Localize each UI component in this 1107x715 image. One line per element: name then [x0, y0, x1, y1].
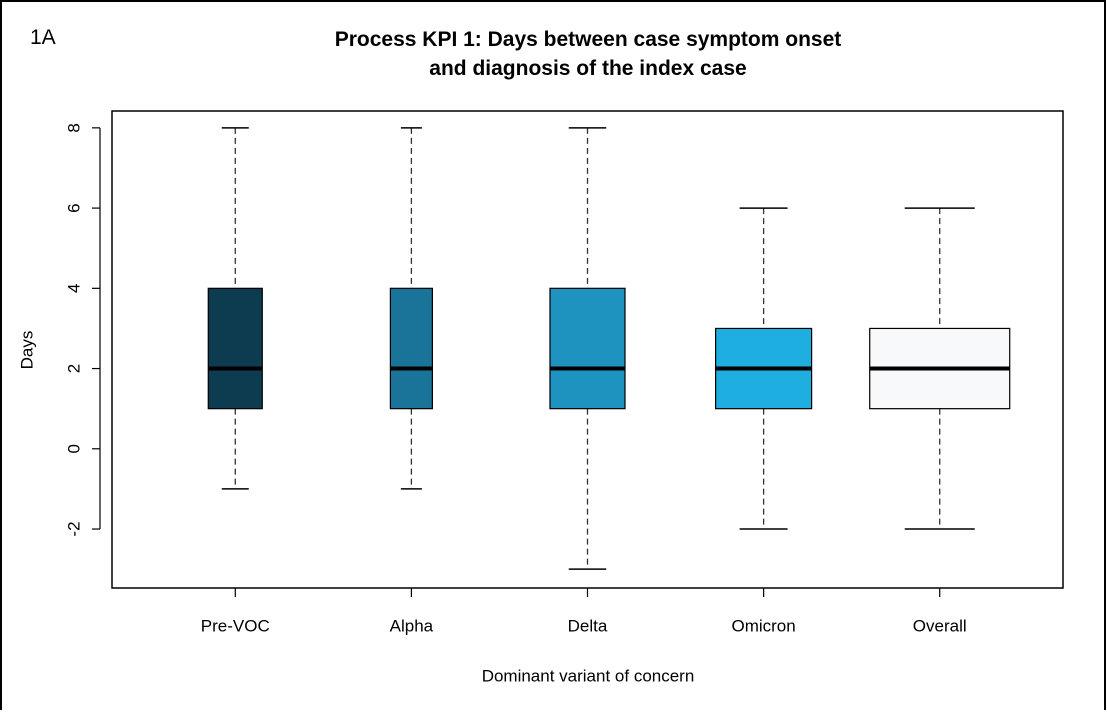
y-tick-label: 4	[64, 284, 83, 293]
box	[207, 287, 263, 410]
box	[389, 287, 433, 410]
y-tick-label: 6	[64, 203, 83, 212]
panel-label: 1A	[30, 26, 56, 49]
x-tick-label: Pre-VOC	[201, 616, 270, 635]
x-tick-label: Delta	[568, 616, 608, 635]
x-axis-label: Dominant variant of concern	[482, 666, 695, 685]
x-tick-label: Alpha	[390, 616, 434, 635]
y-axis-label: Days	[17, 331, 36, 370]
chart-title: and diagnosis of the index case	[429, 57, 746, 80]
y-tick-label: -2	[64, 521, 83, 536]
x-tick-label: Overall	[913, 616, 967, 635]
y-tick-label: 0	[64, 444, 83, 453]
chart-title: Process KPI 1: Days between case symptom…	[335, 28, 842, 51]
y-tick-label: 8	[64, 123, 83, 132]
x-tick-label: Omicron	[731, 616, 795, 635]
y-tick-label: 2	[64, 364, 83, 373]
box	[549, 287, 626, 410]
